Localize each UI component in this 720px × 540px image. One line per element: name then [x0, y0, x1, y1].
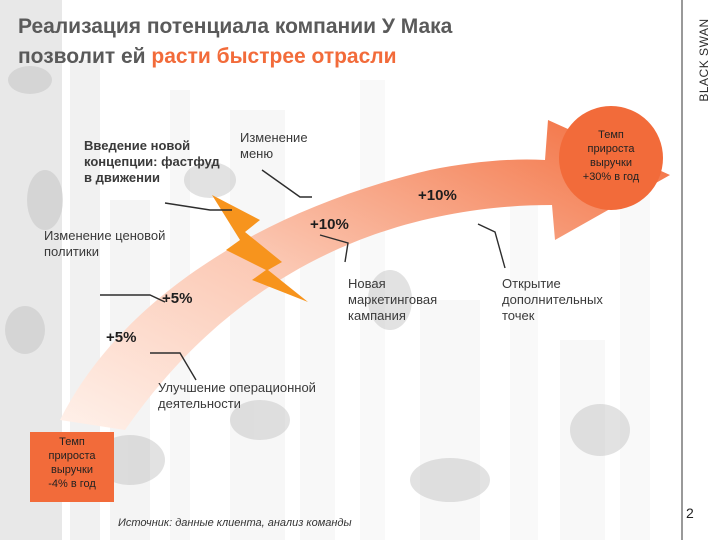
menu-line-1: Изменение — [240, 130, 308, 145]
start-box-line-2: прироста — [48, 450, 96, 462]
operations-line-1: Улучшение операционной — [158, 380, 316, 395]
marketing-pct: +10% — [418, 187, 457, 204]
lightning-bolt-icon — [212, 195, 308, 302]
title-line-1: Реализация потенциала компании У Мака — [18, 15, 453, 38]
start-box-line-3: выручки — [51, 464, 93, 476]
points-label: Открытие дополнительных точек — [502, 276, 603, 324]
end-box-line-4: +30% в год — [582, 171, 640, 183]
connector-lines — [100, 169, 506, 381]
brand-logo: BLACK SWAN — [692, 0, 716, 120]
marketing-line-2: маркетинговая — [348, 292, 438, 307]
start-growth-label: Темп прироста выручки -4% в год — [30, 435, 114, 491]
title-line-2-accent: расти быстрее отрасли — [151, 45, 397, 68]
operations-pct: +5% — [106, 329, 137, 346]
marketing-line-1: Новая — [348, 276, 386, 291]
page-title: Реализация потенциала компании У Мака по… — [18, 12, 658, 72]
pricing-line-1: Изменение ценовой — [44, 228, 166, 243]
operations-line-2: деятельности — [158, 396, 241, 411]
points-line-1: Открытие — [502, 276, 561, 291]
points-line-2: дополнительных — [502, 292, 603, 307]
end-box-line-3: выручки — [590, 157, 632, 169]
fastfood-line-2: концепции: фастфуд — [84, 154, 220, 169]
start-box — [30, 432, 114, 502]
pricing-line-2: политики — [44, 244, 99, 259]
title-line-2-prefix: позволит ей — [18, 45, 152, 68]
menu-label: Изменение меню — [240, 130, 308, 162]
pricing-label: Изменение ценовой политики — [44, 228, 165, 260]
operations-label: Улучшение операционной деятельности — [158, 380, 316, 412]
start-box-line-1: Темп — [59, 436, 85, 448]
growth-arrow — [60, 120, 670, 430]
end-box-line-2: прироста — [587, 143, 635, 155]
end-box — [559, 106, 663, 210]
title-line-2: позволит ей расти быстрее отрасли — [18, 42, 658, 72]
source-note: Источник: данные клиента, анализ команды — [118, 517, 352, 529]
points-line-3: точек — [502, 308, 535, 323]
marketing-line-3: кампания — [348, 308, 406, 323]
end-box-line-1: Темп — [598, 129, 624, 141]
marketing-label: Новая маркетинговая кампания — [348, 276, 437, 324]
end-growth-label: Темп прироста выручки +30% в год — [566, 128, 656, 184]
fastfood-line-3: в движении — [84, 170, 160, 185]
pricing-pct: +5% — [162, 290, 193, 307]
fastfood-pct: +10% — [310, 216, 349, 233]
menu-line-2: меню — [240, 146, 274, 161]
fastfood-label: Введение новой концепции: фастфуд в движ… — [84, 138, 220, 186]
fastfood-line-1: Введение новой — [84, 138, 191, 153]
start-box-line-4: -4% в год — [48, 478, 96, 490]
page-number: 2 — [686, 505, 694, 521]
brand-text: BLACK SWAN — [697, 18, 711, 102]
